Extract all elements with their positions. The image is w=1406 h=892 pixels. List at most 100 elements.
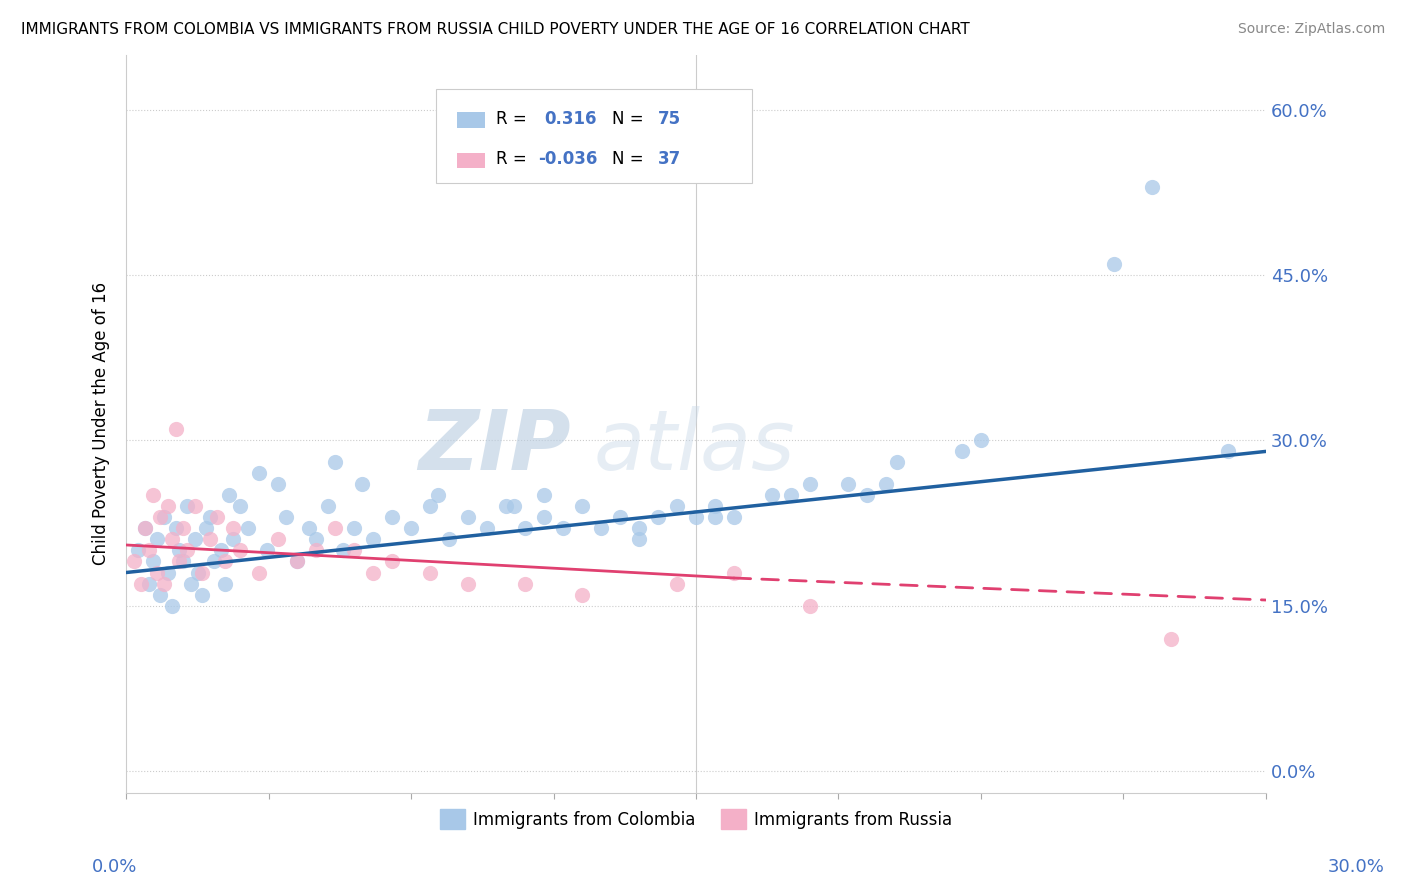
Point (160, 533, 183, 547)
Point (628, 521, 651, 535)
Point (198, 510, 221, 524)
Point (343, 521, 366, 535)
Point (628, 533, 651, 547)
Point (195, 521, 218, 535)
Text: R =: R = (496, 150, 527, 168)
Point (172, 521, 194, 535)
Point (666, 576, 689, 591)
Point (666, 500, 689, 514)
Point (609, 510, 631, 524)
Point (761, 488, 783, 502)
Y-axis label: Child Poverty Under the Age of 16: Child Poverty Under the Age of 16 (93, 283, 110, 566)
Text: R =: R = (496, 110, 527, 128)
Point (475, 521, 498, 535)
Point (145, 566, 167, 580)
Point (723, 510, 745, 524)
Point (229, 500, 252, 514)
Point (856, 488, 879, 502)
Point (361, 566, 384, 580)
Point (214, 576, 236, 591)
Text: 30.0%: 30.0% (1329, 858, 1385, 876)
Point (591, 521, 613, 535)
Point (221, 533, 243, 547)
Point (183, 533, 205, 547)
Point (419, 500, 441, 514)
Point (950, 444, 973, 458)
Text: atlas: atlas (593, 406, 796, 486)
Point (875, 477, 897, 491)
Point (837, 477, 859, 491)
Point (131, 576, 153, 591)
Point (305, 533, 328, 547)
Point (153, 576, 176, 591)
Point (127, 543, 149, 558)
Point (198, 533, 221, 547)
Point (419, 566, 441, 580)
Point (157, 500, 180, 514)
Point (256, 543, 278, 558)
Point (1102, 257, 1125, 271)
Point (437, 533, 460, 547)
Point (381, 510, 404, 524)
Text: Source: ZipAtlas.com: Source: ZipAtlas.com (1237, 22, 1385, 37)
Point (457, 576, 479, 591)
Point (970, 434, 993, 448)
Point (207, 510, 229, 524)
Point (571, 587, 593, 601)
Point (187, 566, 209, 580)
Point (780, 488, 803, 502)
Point (149, 510, 172, 524)
Point (229, 543, 252, 558)
Point (176, 543, 198, 558)
Point (169, 543, 191, 558)
Point (160, 599, 183, 613)
Point (134, 521, 156, 535)
Point (381, 554, 404, 568)
Point (332, 543, 354, 558)
Point (647, 510, 669, 524)
Point (180, 576, 202, 591)
Point (165, 521, 187, 535)
Point (704, 500, 727, 514)
Point (513, 576, 536, 591)
Point (551, 521, 574, 535)
Point (221, 521, 243, 535)
Point (799, 599, 821, 613)
Point (134, 521, 156, 535)
Point (236, 521, 259, 535)
Point (138, 576, 160, 591)
Point (297, 521, 319, 535)
Point (685, 510, 707, 524)
Text: -0.036: -0.036 (538, 150, 598, 168)
Point (513, 521, 536, 535)
Text: 0.316: 0.316 (544, 110, 596, 128)
Point (274, 510, 297, 524)
Point (323, 521, 346, 535)
Point (799, 477, 821, 491)
Point (176, 500, 198, 514)
Point (426, 488, 449, 502)
Point (343, 543, 366, 558)
Point (157, 566, 180, 580)
Text: 37: 37 (658, 150, 682, 168)
Point (183, 500, 205, 514)
Point (533, 488, 555, 502)
Point (399, 521, 422, 535)
Point (191, 566, 214, 580)
Point (886, 455, 908, 469)
Point (305, 543, 328, 558)
Point (165, 422, 187, 436)
Point (247, 566, 270, 580)
Point (267, 477, 290, 491)
Point (285, 554, 308, 568)
Point (1160, 632, 1182, 646)
Point (1216, 444, 1239, 458)
Point (247, 467, 270, 481)
Text: 0.0%: 0.0% (91, 858, 136, 876)
Text: 75: 75 (658, 110, 681, 128)
Point (145, 533, 167, 547)
Point (502, 500, 524, 514)
Text: N =: N = (612, 150, 643, 168)
Point (142, 554, 165, 568)
Point (209, 543, 232, 558)
